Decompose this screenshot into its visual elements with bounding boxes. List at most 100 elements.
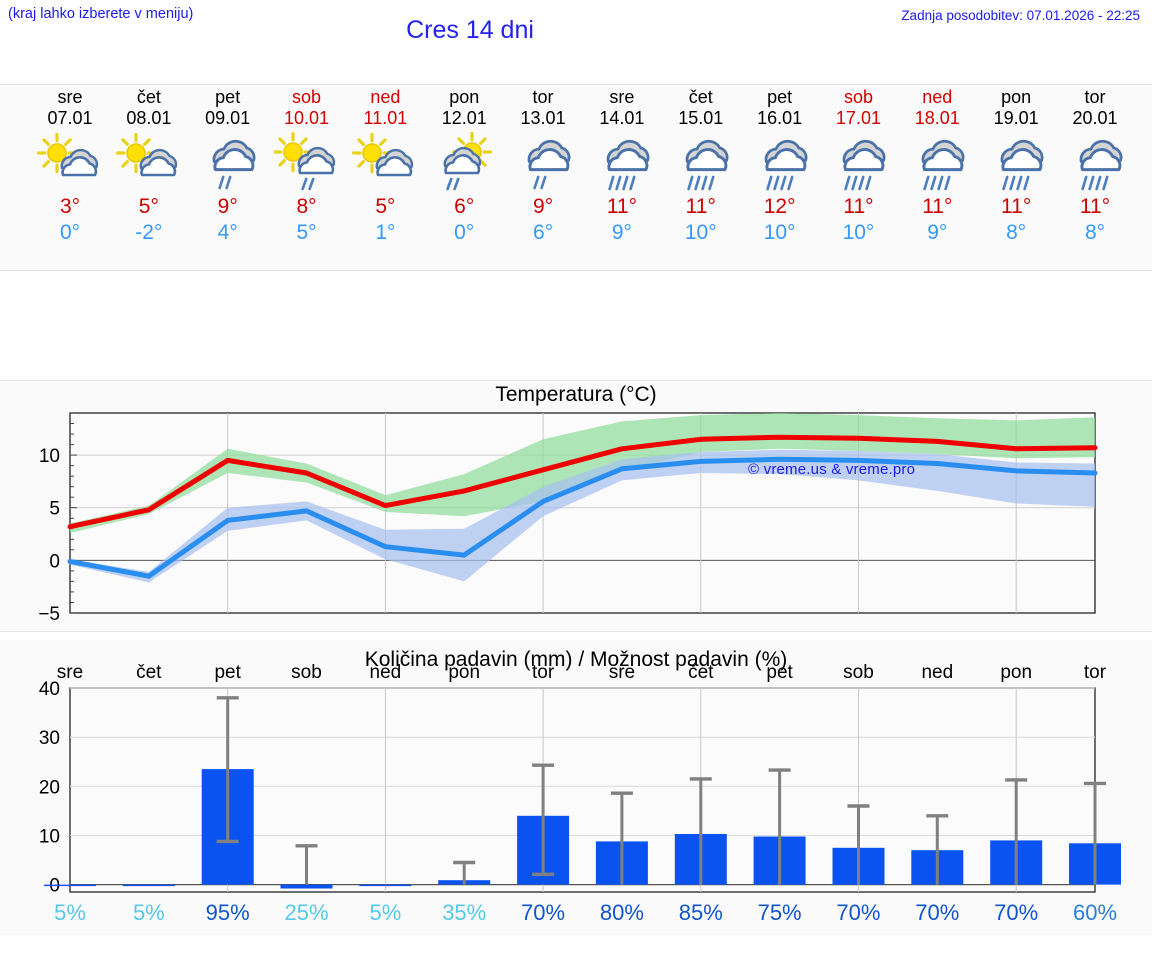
day-column[interactable]: pet 09.01 9° 4° xyxy=(189,85,267,270)
day-date: 16.01 xyxy=(757,108,803,128)
day-max-temperature: 5° xyxy=(138,195,159,218)
day-name: tor xyxy=(532,87,554,107)
precipitation-probability: 80% xyxy=(599,900,644,925)
day-min-temperature: 6° xyxy=(533,221,554,244)
day-date: 20.01 xyxy=(1072,108,1118,128)
day-max-temperature: 11° xyxy=(843,195,874,218)
svg-text:pon: pon xyxy=(448,662,480,683)
day-name: sre xyxy=(609,87,635,107)
day-date: 18.01 xyxy=(914,108,960,128)
day-date: 14.01 xyxy=(599,108,645,128)
temperature-chart-svg: −5 0 5 10 xyxy=(38,412,1098,625)
weather-icon-wrap xyxy=(268,132,346,194)
last-updated-text: Zadnja posodobitev: 07.01.2026 - 22:25 xyxy=(901,8,1140,23)
day-column[interactable]: pon 19.01 11° 8° xyxy=(977,85,1055,270)
svg-text:40: 40 xyxy=(39,679,60,700)
day-column[interactable]: sob 17.01 11° 10° xyxy=(819,85,897,270)
weather-icon-wrap xyxy=(189,132,267,194)
cloud-rain-heavy-icon xyxy=(764,139,808,191)
weather-icon-wrap xyxy=(662,132,740,194)
day-min-temperature: 0° xyxy=(454,221,475,244)
day-name: pet xyxy=(767,87,793,107)
day-column[interactable]: ned 11.01 5° 1° xyxy=(346,85,424,270)
day-date: 10.01 xyxy=(284,108,330,128)
weather-icon-wrap xyxy=(346,132,424,194)
day-min-temperature: 0° xyxy=(59,221,81,244)
precipitation-probability: 75% xyxy=(757,900,802,925)
weather-icon-wrap xyxy=(977,132,1055,194)
day-max-temperature: 11° xyxy=(606,195,638,218)
day-name: čet xyxy=(688,87,713,107)
day-column[interactable]: sre 14.01 11° 9° xyxy=(583,85,661,270)
cloud-rain-heavy-icon xyxy=(685,139,729,191)
precipitation-probability: 85% xyxy=(678,900,723,925)
precipitation-probability: 5% xyxy=(369,900,402,925)
day-min-temperature: 10° xyxy=(684,221,717,244)
svg-text:ned: ned xyxy=(921,662,953,683)
precipitation-probability: 60% xyxy=(1072,900,1118,925)
weather-icon-wrap xyxy=(110,132,188,194)
day-column[interactable]: tor 13.01 9° 6° xyxy=(504,85,582,270)
day-min-temperature: 10° xyxy=(842,221,875,244)
svg-text:sob: sob xyxy=(291,662,322,683)
cloud-rain-heavy-icon xyxy=(921,139,965,191)
weather-icon-wrap xyxy=(819,132,897,194)
temperature-chart-title: Temperatura (°C) xyxy=(495,383,657,406)
day-name: pon xyxy=(449,87,480,107)
day-name: tor xyxy=(1084,87,1106,107)
day-name: pet xyxy=(215,87,241,107)
day-column[interactable]: sre 07.01 3° 0° xyxy=(31,85,109,270)
day-date: 12.01 xyxy=(441,108,487,128)
day-max-temperature: 11° xyxy=(922,195,953,218)
day-name: sob xyxy=(843,87,873,107)
day-min-temperature: 5° xyxy=(296,221,317,244)
day-min-temperature: 8° xyxy=(1084,221,1106,244)
precipitation-probability: 5% xyxy=(54,900,86,925)
precipitation-probability: 35% xyxy=(442,900,487,925)
day-max-temperature: 6° xyxy=(454,195,475,218)
weather-icon-wrap xyxy=(31,132,109,194)
cloud-rain-light-icon xyxy=(527,139,571,190)
day-date: 15.01 xyxy=(678,108,724,128)
sun-cloud-rain-icon xyxy=(273,132,335,191)
cloud-rain-heavy-icon xyxy=(843,139,886,191)
day-date: 19.01 xyxy=(993,108,1039,128)
day-column[interactable]: čet 08.01 5° -2° xyxy=(110,85,188,270)
day-date: 17.01 xyxy=(835,108,881,128)
precipitation-probability: 70% xyxy=(994,900,1039,925)
temperature-chart-panel: Temperatura (°C) −5 0 5 10 xyxy=(0,380,1152,632)
weather-icon-wrap xyxy=(425,132,503,194)
precipitation-probability: 95% xyxy=(205,900,250,925)
weather-icon-wrap xyxy=(504,132,582,194)
precipitation-probability: 5% xyxy=(132,900,165,925)
day-min-temperature: -2° xyxy=(135,221,163,244)
day-name: čet xyxy=(136,87,161,107)
svg-text:pet: pet xyxy=(766,662,793,683)
day-date: 13.01 xyxy=(520,108,566,128)
day-column[interactable]: sob 10.01 8° 5° xyxy=(268,85,346,270)
precipitation-chart-title: Količina padavin (mm) / Možnost padavin … xyxy=(364,648,788,671)
cloud-rain-light-icon xyxy=(212,139,256,190)
svg-text:ned: ned xyxy=(370,662,402,683)
svg-text:čet: čet xyxy=(688,662,714,683)
svg-text:10: 10 xyxy=(39,826,60,847)
day-column[interactable]: čet 15.01 11° 10° xyxy=(662,85,740,270)
day-max-temperature: 9° xyxy=(533,195,554,218)
svg-text:20: 20 xyxy=(39,777,60,798)
svg-text:0: 0 xyxy=(49,876,60,897)
day-date: 11.01 xyxy=(363,108,408,128)
day-min-temperature: 9° xyxy=(611,221,632,244)
day-column[interactable]: ned 18.01 11° 9° xyxy=(898,85,976,270)
day-min-temperature: 1° xyxy=(375,221,396,244)
day-max-temperature: 11° xyxy=(1079,195,1111,218)
page-header: (kraj lahko izberete v meniju) Cres 14 d… xyxy=(0,0,1152,60)
daily-forecast-strip: sre 07.01 3° 0° čet 08.01 5° -2° pet 09.01 xyxy=(0,84,1152,271)
page-title: Cres 14 dni xyxy=(406,16,534,44)
day-column[interactable]: tor 20.01 11° 8° xyxy=(1056,85,1134,270)
day-column[interactable]: pet 16.01 12° 10° xyxy=(741,85,819,270)
menu-hint-text: (kraj lahko izberete v meniju) xyxy=(8,6,194,22)
day-max-temperature: 5° xyxy=(375,195,396,218)
day-date: 07.01 xyxy=(47,108,93,128)
day-column[interactable]: pon 12.01 6° 0° xyxy=(425,85,503,270)
